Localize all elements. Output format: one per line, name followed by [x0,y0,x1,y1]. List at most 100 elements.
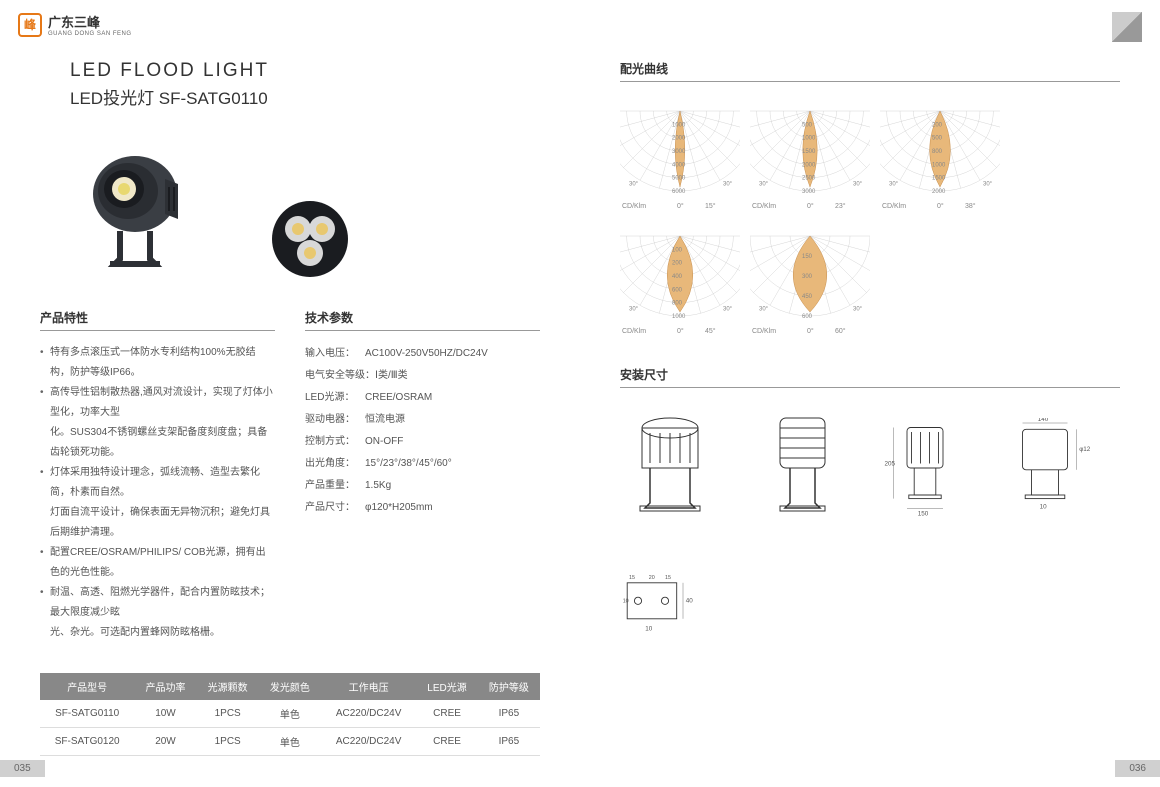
table-header: 产品功率 [134,673,196,700]
feature-item: 灯体采用独特设计理念，弧线流畅、造型去繁化简，朴素而自然。 [40,463,275,503]
svg-text:800: 800 [672,301,683,307]
table-header: 发光颜色 [259,673,321,700]
install-heading: 安装尺寸 [620,366,1120,388]
svg-text:CD/Klm: CD/Klm [752,328,776,335]
svg-text:30°: 30° [629,181,639,187]
svg-text:140: 140 [1038,418,1049,423]
drawing-dim3: 15 20 15 40 10 10 [620,558,710,658]
specs-heading: 技术参数 [305,309,540,331]
svg-text:1000: 1000 [672,122,686,128]
svg-text:800: 800 [932,149,943,155]
drawing-front [620,408,720,528]
polar-chart: 105°105°90°90°75°75°60°60°45°45°30°30°15… [750,221,870,336]
svg-text:2500: 2500 [802,176,816,182]
spec-row: 电气安全等级：Ⅰ类/Ⅲ类 [305,365,540,387]
svg-text:0°: 0° [937,202,944,210]
feature-item: 特有多点滚压式一体防水专利结构100%无胶结构，防护等级IP66。 [40,343,275,383]
svg-text:1500: 1500 [932,176,946,182]
polar-charts: 105°105°90°90°75°75°60°60°45°45°30°30°10… [620,96,1120,336]
feature-item: 配置CREE/OSRAM/PHILIPS/ COB光源，拥有出色的光色性能。 [40,543,275,583]
svg-text:400: 400 [672,274,683,280]
product-table: 产品型号产品功率光源颗数发光颜色工作电压LED光源防护等级 SF-SATG011… [40,673,540,756]
title-en: LED FLOOD LIGHT [70,60,540,82]
svg-text:200: 200 [672,261,683,267]
svg-text:300: 300 [802,274,813,280]
polar-chart: 105°105°90°90°75°75°60°60°45°45°30°30°50… [750,96,870,211]
features-heading: 产品特性 [40,309,275,331]
svg-text:15°: 15° [705,202,716,210]
svg-text:500: 500 [932,136,943,142]
feature-item: 光、杂光。可选配内置蜂网防眩格栅。 [40,623,275,643]
corner-decoration [1112,12,1142,42]
spec-row: 出光角度：15°/23°/38°/45°/60° [305,453,540,475]
specs-list: 输入电压：AC100V-250V50HZ/DC24V电气安全等级：Ⅰ类/Ⅲ类LE… [305,343,540,519]
svg-text:0°: 0° [807,202,814,210]
title-cn: LED投光灯 SF-SATG0110 [70,84,540,109]
table-header: 防护等级 [478,673,540,700]
product-detail-image [270,199,350,279]
svg-text:30°: 30° [723,306,733,312]
table-row: SF-SATG012020W1PCS单色AC220/DC24VCREEIP65 [40,728,540,756]
svg-text:6000: 6000 [672,189,686,195]
drawing-dim2: 140 φ120 10 [1000,418,1090,518]
feature-item: 耐温、高透、阻燃光学器件，配合内置防眩技术；最大限度减少眩 [40,583,275,623]
svg-text:30°: 30° [629,306,639,312]
logo-sub: GUANG DONG SAN FENG [48,31,132,37]
svg-text:450: 450 [802,294,813,300]
spec-row: 输入电压：AC100V-250V50HZ/DC24V [305,343,540,365]
polar-chart: 105°105°90°90°75°75°60°60°45°45°30°30°10… [620,221,740,336]
feature-item: 灯面自流平设计，确保表面无异物沉积；避免灯具后期维护清理。 [40,503,275,543]
svg-text:100: 100 [672,247,683,253]
table-header: 产品型号 [40,673,134,700]
spec-row: 控制方式：ON-OFF [305,431,540,453]
svg-text:45°: 45° [620,293,621,299]
svg-text:45°: 45° [750,293,751,299]
product-images [80,139,540,289]
features-list: 特有多点滚压式一体防水专利结构100%无胶结构，防护等级IP66。高传导性铝制散… [40,343,275,643]
polar-chart: 105°105°90°90°75°75°60°60°45°45°30°30°10… [620,96,740,211]
logo-brand: 广东三峰 [48,12,132,31]
table-header: 光源颗数 [197,673,259,700]
svg-text:600: 600 [672,287,683,293]
table-header: LED光源 [416,673,477,700]
svg-text:0°: 0° [677,202,684,210]
spec-row: LED光源：CREE/OSRAM [305,387,540,409]
svg-text:600: 600 [802,314,813,320]
drawing-dim1: 205 150 [880,418,970,518]
svg-text:15: 15 [665,575,671,581]
svg-text:1000: 1000 [672,314,686,320]
svg-text:1000: 1000 [802,136,816,142]
table-row: SF-SATG011010W1PCS单色AC220/DC24VCREEIP65 [40,700,540,728]
feature-item: 化。SUS304不锈钢螺丝支架配备度刻度盘；具备齿轮锁死功能。 [40,423,275,463]
svg-text:10: 10 [645,626,653,633]
svg-text:150: 150 [802,254,813,260]
svg-text:4000: 4000 [672,162,686,168]
brand-logo: 峰 广东三峰 GUANG DONG SAN FENG [18,12,132,37]
spec-row: 产品重量：1.5Kg [305,475,540,497]
svg-text:20: 20 [649,575,655,581]
svg-text:38°: 38° [965,202,976,210]
svg-text:500: 500 [802,122,813,128]
svg-text:40: 40 [686,598,694,605]
svg-text:30°: 30° [889,181,899,187]
svg-text:φ120: φ120 [1079,446,1090,453]
svg-text:23°: 23° [835,202,846,210]
svg-text:2000: 2000 [802,162,816,168]
svg-text:0°: 0° [807,327,814,335]
svg-text:30°: 30° [853,306,863,312]
svg-text:10: 10 [623,599,629,605]
svg-text:30°: 30° [759,306,769,312]
curve-heading: 配光曲线 [620,60,1120,82]
svg-text:45°: 45° [705,327,716,335]
feature-item: 高传导性铝制散热器,通风对流设计，实现了灯体小型化，功率大型 [40,383,275,423]
svg-text:15: 15 [629,575,635,581]
svg-text:5000: 5000 [672,176,686,182]
svg-text:CD/Klm: CD/Klm [622,203,646,210]
svg-text:2000: 2000 [932,189,946,195]
drawing-side [750,408,850,528]
svg-text:150: 150 [918,511,929,518]
svg-text:45°: 45° [880,168,881,174]
page-title: LED FLOOD LIGHT LED投光灯 SF-SATG0110 [70,60,540,109]
svg-text:CD/Klm: CD/Klm [752,203,776,210]
svg-text:CD/Klm: CD/Klm [622,328,646,335]
